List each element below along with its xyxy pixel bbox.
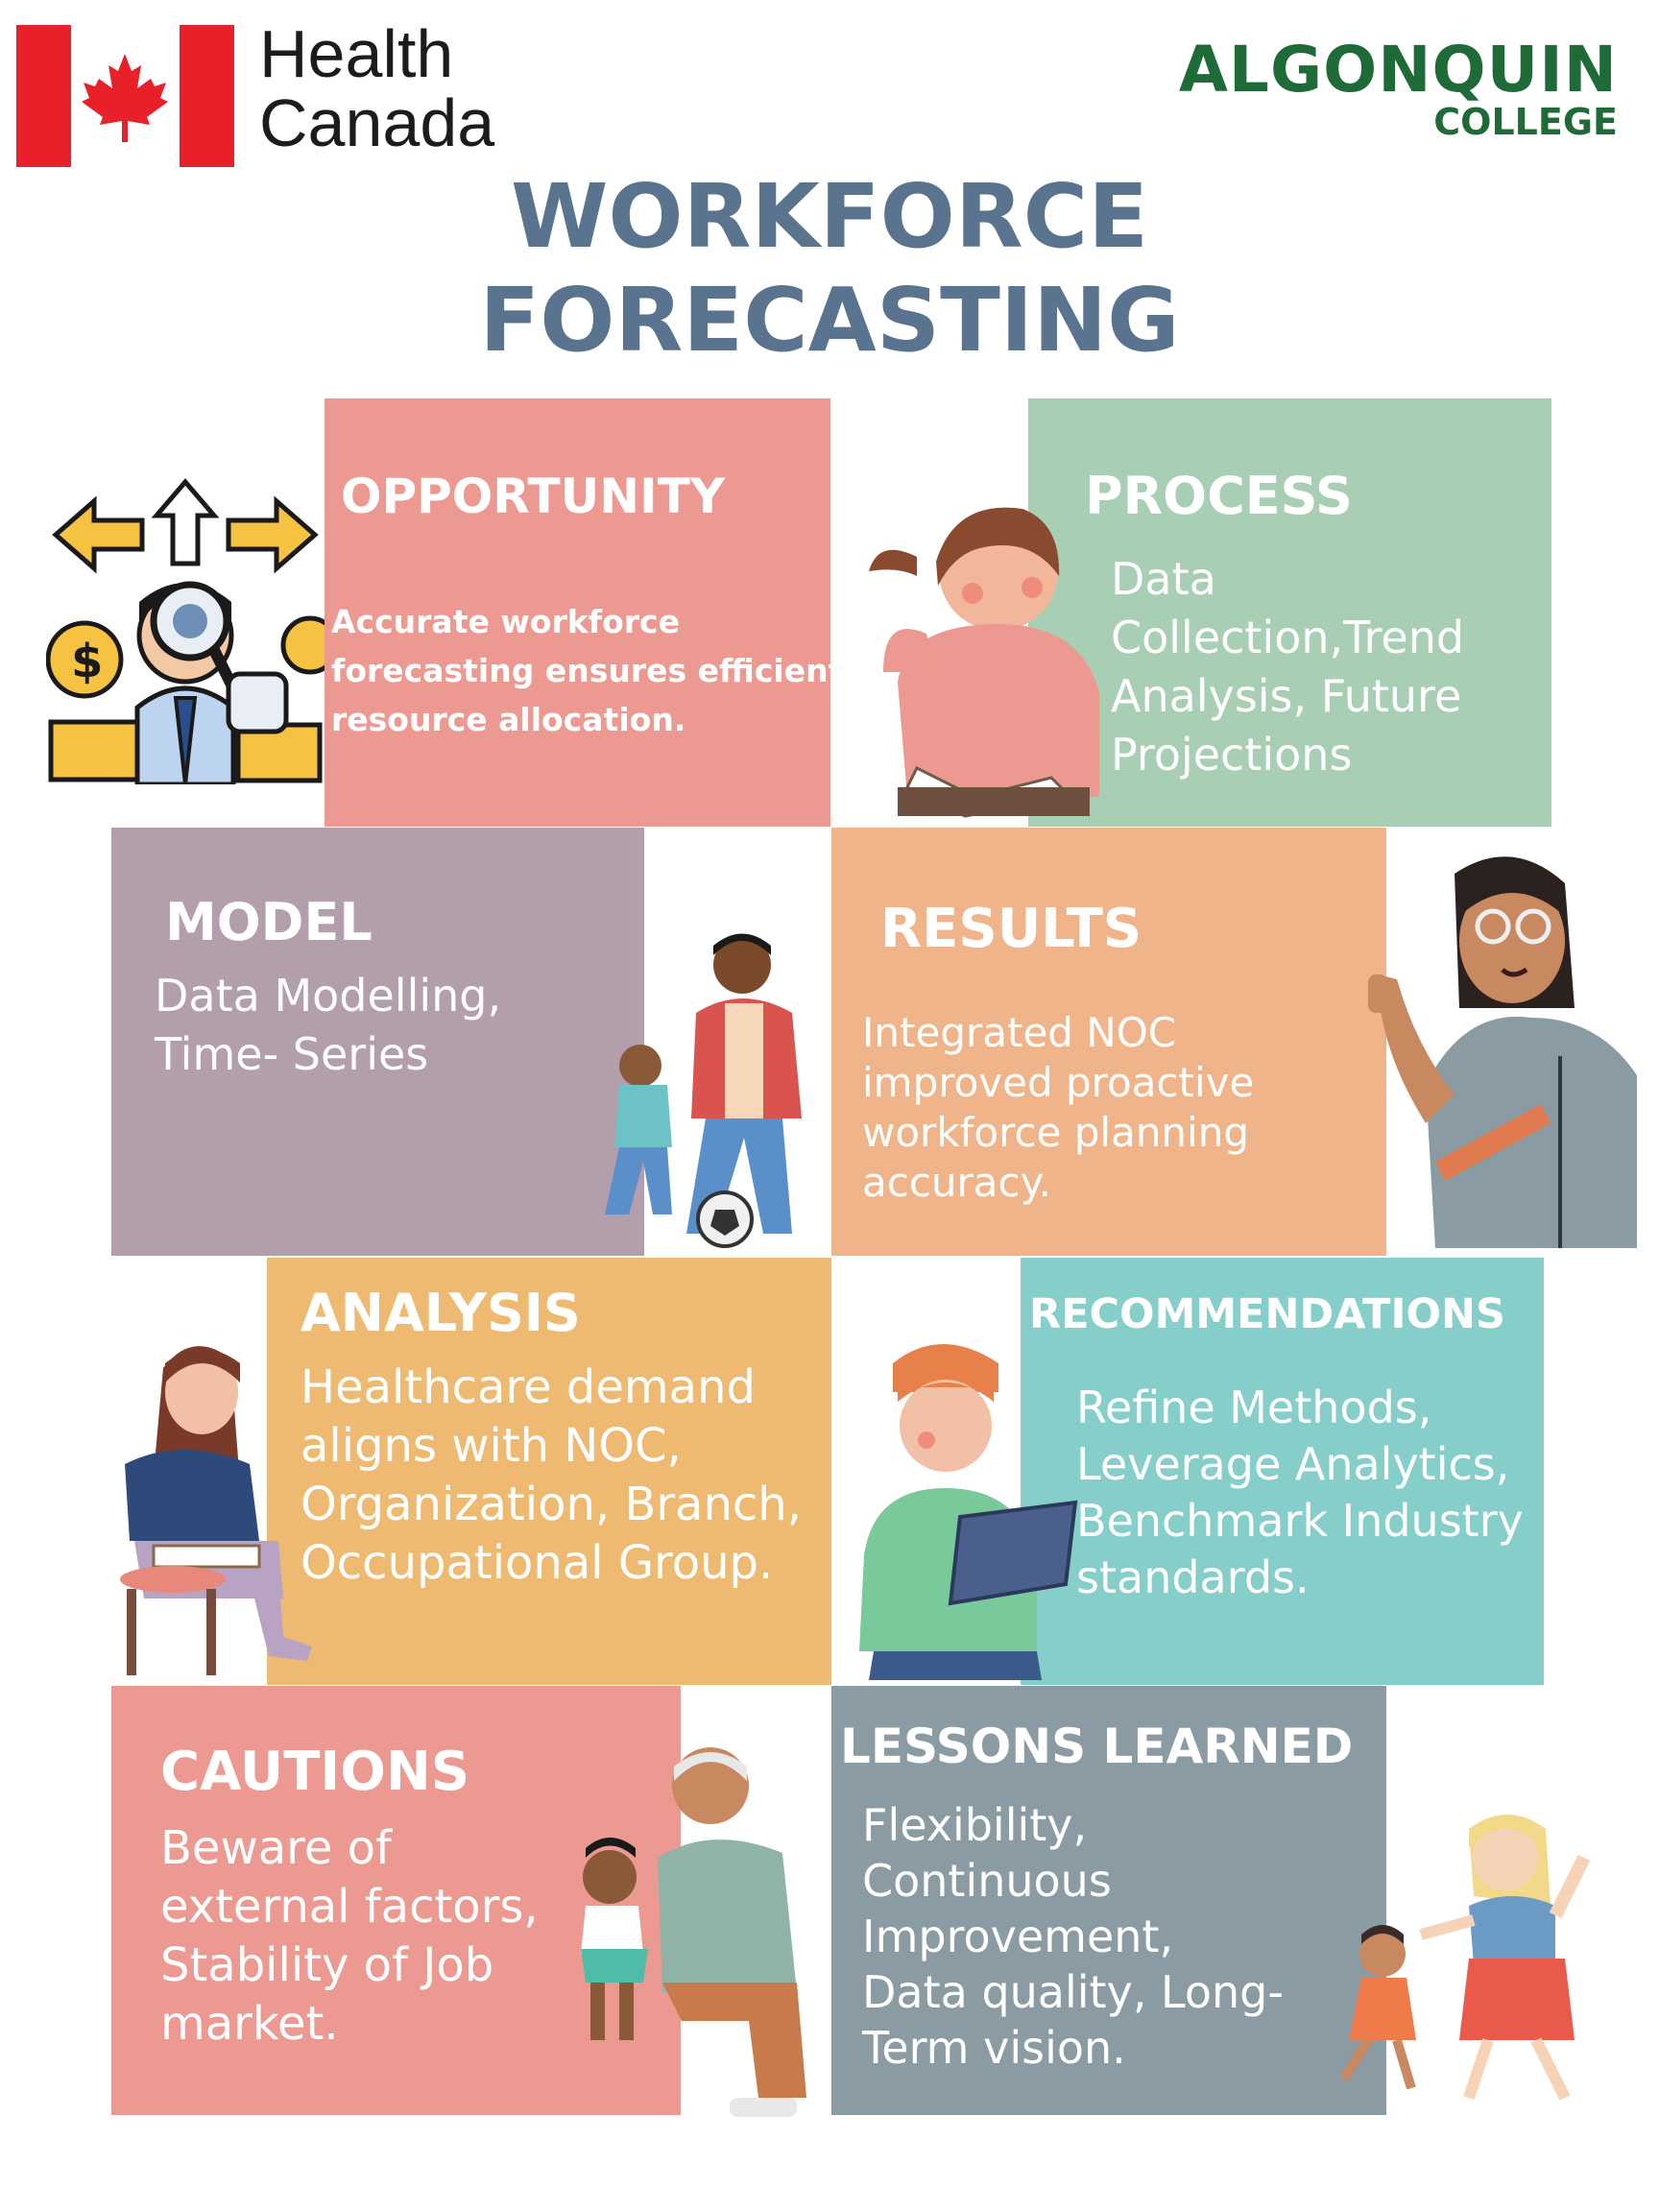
org-line-2: Canada: [259, 85, 495, 160]
recommendations-line: Benchmark Industry: [1076, 1495, 1524, 1547]
health-canada-wordmark: Health Canada: [259, 19, 494, 157]
cautions-line: Stability of Job: [160, 1938, 494, 1992]
recommendations-line: Leverage Analytics,: [1076, 1438, 1510, 1490]
process-panel: [1028, 398, 1551, 827]
algonquin-college-logo: ALGONQUIN COLLEGE: [1166, 33, 1618, 143]
business-analyst-magnifier-illustration: $: [46, 478, 325, 784]
results-body: Integrated NOC improved proactive workfo…: [862, 1008, 1254, 1208]
college-line-1: ALGONQUIN: [1178, 33, 1618, 107]
mother-daughter-dancing-illustration: [1339, 1815, 1591, 2101]
analysis-line: Occupational Group.: [301, 1536, 774, 1590]
model-panel: [111, 828, 644, 1256]
college-line-2: COLLEGE: [1433, 101, 1618, 143]
opportunity-line: forecasting ensures efficient: [331, 652, 844, 689]
opportunity-body: Accurate workforce forecasting ensures e…: [331, 597, 843, 744]
process-line: Projections: [1111, 729, 1353, 781]
model-line: Data Modelling,: [155, 970, 502, 1022]
lessons-line: Flexibility,: [862, 1799, 1088, 1851]
model-line: Time- Series: [155, 1028, 429, 1080]
father-son-soccer-illustration: [605, 933, 802, 1248]
recommendations-line: Refine Methods,: [1076, 1382, 1432, 1433]
lessons-line: Data quality, Long-: [862, 1966, 1284, 2018]
woman-reading-book-illustration: [869, 507, 1099, 818]
canada-flag-icon: [16, 25, 234, 167]
opportunity-line: Accurate workforce: [331, 603, 680, 640]
model-heading: MODEL: [165, 892, 373, 952]
results-line: Integrated NOC: [862, 1009, 1177, 1056]
analysis-panel: [267, 1258, 831, 1685]
svg-text:$: $: [71, 635, 103, 688]
process-line: Collection,Trend: [1111, 612, 1465, 663]
opportunity-heading: OPPORTUNITY: [341, 469, 726, 524]
cautions-line: market.: [160, 1997, 339, 2051]
lessons-learned-body: Flexibility, Continuous Improvement, Dat…: [862, 1797, 1284, 2076]
recommendations-panel: [1021, 1258, 1544, 1685]
analysis-body: Healthcare demand aligns with NOC, Organ…: [301, 1358, 802, 1593]
opportunity-panel: [325, 398, 830, 827]
results-panel: [831, 828, 1386, 1256]
lessons-learned-heading: LESSONS LEARNED: [840, 1719, 1354, 1774]
cautions-body: Beware of external factors, Stability of…: [160, 1819, 539, 2054]
grandfather-and-child-illustration: [581, 1747, 806, 2117]
process-line: Analysis, Future: [1111, 670, 1462, 722]
page-title-line-2: FORECASTING: [479, 269, 1180, 372]
analysis-line: aligns with NOC,: [301, 1419, 682, 1473]
cautions-line: Beware of: [160, 1821, 392, 1875]
analysis-heading: ANALYSIS: [301, 1283, 581, 1343]
opportunity-line: resource allocation.: [331, 701, 686, 738]
results-line: improved proactive: [862, 1059, 1255, 1106]
recommendations-body: Refine Methods, Leverage Analytics, Benc…: [1076, 1380, 1524, 1606]
woman-sitting-with-book-illustration: [120, 1346, 312, 1675]
page-title-line-1: WORKFORCE: [510, 165, 1149, 268]
results-line: workforce planning: [862, 1109, 1249, 1156]
process-body: Data Collection,Trend Analysis, Future P…: [1111, 550, 1464, 784]
boy-holding-tablet-illustration: [859, 1344, 1078, 1680]
analysis-line: Healthcare demand: [301, 1360, 756, 1414]
model-body: Data Modelling, Time- Series: [155, 967, 501, 1084]
results-line: accuracy.: [862, 1159, 1051, 1206]
recommendations-line: standards.: [1076, 1551, 1310, 1603]
process-line: Data: [1111, 553, 1216, 605]
woman-with-glasses-pointing-illustration: [1368, 856, 1637, 1248]
org-line-1: Health: [259, 16, 454, 91]
lessons-learned-panel: [831, 1686, 1386, 2115]
lessons-line: Continuous: [862, 1855, 1112, 1907]
lessons-line: Term vision.: [862, 2022, 1126, 2074]
recommendations-heading: RECOMMENDATIONS: [1029, 1290, 1506, 1338]
results-heading: RESULTS: [880, 898, 1142, 960]
cautions-line: external factors,: [160, 1880, 539, 1934]
cautions-panel: [111, 1686, 681, 2115]
cautions-heading: CAUTIONS: [160, 1741, 470, 1803]
analysis-line: Organization, Branch,: [301, 1478, 802, 1531]
process-heading: PROCESS: [1085, 466, 1353, 526]
lessons-line: Improvement,: [862, 1911, 1174, 1962]
